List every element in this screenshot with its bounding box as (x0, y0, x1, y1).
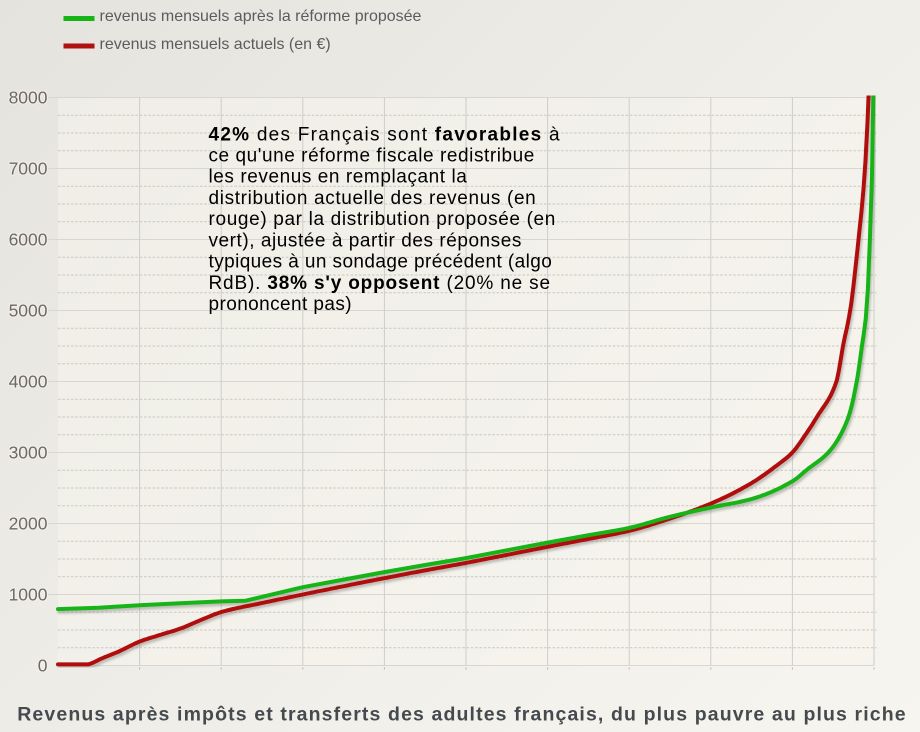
svg-text:rouge) par la distribution pro: rouge) par la distribution proposée (en (209, 209, 557, 230)
svg-text:2000: 2000 (9, 514, 48, 534)
svg-text:6000: 6000 (9, 230, 48, 250)
svg-text:revenus mensuels après la réfo: revenus mensuels après la réforme propos… (100, 8, 422, 25)
svg-text:revenus mensuels actuels (en €: revenus mensuels actuels (en €) (100, 36, 331, 53)
svg-text:7000: 7000 (9, 159, 48, 179)
svg-text:42% des Français sont favorabl: 42% des Français sont favorables à (209, 124, 561, 145)
svg-text:typiques à un sondage précéden: typiques à un sondage précédent (algo (209, 252, 553, 273)
svg-text:8000: 8000 (9, 88, 48, 108)
svg-text:vert), ajustée à partir des ré: vert), ajustée à partir des réponses (209, 230, 522, 251)
svg-text:3000: 3000 (9, 443, 48, 463)
svg-text:Revenus après impôts et transf: Revenus après impôts et transferts des a… (17, 704, 907, 726)
svg-text:1000: 1000 (9, 585, 48, 605)
svg-text:ce qu'une réforme fiscale redi: ce qu'une réforme fiscale redistribue (209, 146, 535, 167)
svg-text:prononcent pas): prononcent pas) (209, 294, 352, 315)
svg-text:RdB). 38% s'y opposent (20% ne: RdB). 38% s'y opposent (20% ne se (209, 273, 551, 294)
svg-text:5000: 5000 (9, 301, 48, 321)
svg-text:4000: 4000 (9, 372, 48, 392)
svg-text:0: 0 (38, 656, 48, 676)
svg-text:distribution actuelle des reve: distribution actuelle des revenus (en (209, 188, 537, 209)
svg-text:les revenus en remplaçant la: les revenus en remplaçant la (209, 167, 468, 188)
